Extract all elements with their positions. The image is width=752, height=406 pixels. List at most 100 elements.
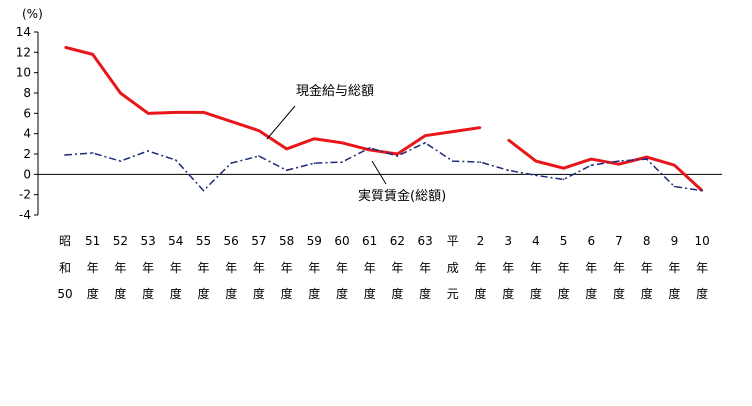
x-tick-label: 昭和 50: [57, 234, 72, 301]
y-tick-label: -4: [19, 208, 31, 222]
x-tick-label-part: 度: [364, 286, 376, 301]
point-real-wages: [258, 155, 260, 157]
point-nominal-wages: [590, 158, 593, 160]
point-nominal-wages: [368, 149, 371, 151]
axes: [34, 31, 722, 216]
x-tick-label-part: 成: [447, 261, 459, 275]
x-tick-label-part: 5: [560, 234, 568, 248]
x-tick-label-part: 年: [585, 261, 597, 275]
point-nominal-wages: [285, 148, 288, 150]
x-tick-label-part: 年: [281, 261, 293, 275]
y-tick-label: 8: [23, 86, 31, 100]
y-tick-label: 4: [23, 127, 31, 141]
x-tick-label-part: 度: [696, 286, 708, 301]
y-tick-label: 0: [23, 167, 31, 181]
point-real-wages: [645, 158, 648, 160]
point-nominal-wages: [202, 111, 205, 114]
point-real-wages: [452, 160, 454, 162]
point-nominal-wages: [147, 112, 149, 115]
x-tick-label-part: 昭: [59, 234, 71, 248]
x-tick-label-part: 年: [696, 261, 708, 275]
y-tick-label: 12: [16, 45, 31, 59]
x-tick-label-part: 度: [585, 286, 597, 301]
x-tick-label: 9 年度: [668, 234, 680, 301]
x-tick-label: 8 年度: [641, 234, 653, 301]
x-tick-label-part: 60: [334, 234, 349, 248]
point-nominal-wages: [535, 160, 537, 162]
x-tick-label-part: 年: [502, 261, 514, 275]
y-tick-label: 2: [23, 147, 31, 161]
x-tick-label: 60 年度: [334, 234, 349, 301]
x-tick-label-part: 年: [170, 261, 182, 275]
point-nominal-wages: [91, 53, 94, 56]
x-tick-label-part: 9: [671, 234, 679, 248]
x-tick-label-part: 年: [530, 261, 542, 275]
point-real-wages: [230, 162, 232, 164]
x-tick-label-part: 年: [87, 261, 99, 275]
x-tick-label-part: 62: [390, 234, 405, 248]
x-tick-label-part: 度: [668, 286, 680, 301]
x-tick-label: 58 年度: [279, 234, 294, 301]
x-tick-label-part: 度: [474, 286, 486, 301]
point-nominal-wages: [341, 142, 343, 144]
annotation-leader-nominal: [266, 105, 296, 140]
x-tick-label-part: 58: [279, 234, 294, 248]
series-line-real-wages: [64, 141, 703, 192]
x-tick-label: 7 年度: [613, 234, 625, 301]
x-tick-label: 57 年度: [251, 234, 266, 301]
series-line-nominal-wages-part2: [507, 138, 704, 192]
x-tick-label-part: 7: [615, 234, 623, 248]
point-nominal-wages: [396, 153, 399, 155]
x-tick-label-part: 54: [168, 234, 183, 248]
x-tick-label-part: 度: [558, 286, 570, 301]
point-nominal-wages: [313, 137, 316, 140]
y-tick-label: 6: [23, 106, 31, 120]
point-real-wages: [91, 152, 94, 154]
point-real-wages: [396, 155, 399, 157]
point-real-wages: [562, 178, 565, 181]
point-nominal-wages: [562, 167, 565, 170]
x-tick-label-part: 56: [224, 234, 239, 248]
x-tick-label-part: 度: [502, 286, 514, 301]
point-nominal-wages: [507, 138, 510, 141]
x-tick-label-part: 年: [197, 261, 209, 275]
series-line-nominal-wages-part1: [64, 45, 481, 156]
x-tick-label-part: 年: [613, 261, 625, 275]
x-tick-label-part: 4: [532, 234, 540, 248]
y-tick-label: 10: [16, 66, 31, 80]
x-tick-label: 2 年度: [474, 234, 486, 301]
x-tick-label-part: 和: [59, 261, 71, 275]
x-tick-label: 6 年度: [585, 234, 597, 301]
x-tick-label-part: 度: [419, 286, 431, 301]
point-nominal-wages: [479, 126, 482, 129]
x-tick-label-part: 年: [419, 261, 431, 275]
x-tick-label: 53 年度: [140, 234, 155, 301]
x-tick-label-part: 63: [417, 234, 432, 248]
y-tick-label: -2: [19, 188, 31, 202]
x-tick-label: 52 年度: [113, 234, 128, 301]
point-real-wages: [507, 169, 510, 172]
point-nominal-wages: [618, 163, 620, 165]
x-tick-label: 55 年度: [196, 234, 211, 301]
x-tick-label: 61 年度: [362, 234, 377, 301]
point-real-wages: [147, 150, 149, 152]
point-real-wages: [119, 160, 122, 162]
x-tick-label-part: 度: [336, 286, 348, 301]
y-tick-labels: -4 -2 0 2 4 6 8 10 12 14: [16, 25, 31, 222]
x-tick-label-part: 55: [196, 234, 211, 248]
x-tick-label-part: 3: [504, 234, 512, 248]
x-tick-label-part: 度: [391, 286, 403, 301]
x-tick-label-part: 度: [87, 286, 99, 301]
point-real-wages: [673, 185, 676, 188]
x-tick-label-part: 年: [253, 261, 265, 275]
y-tick-label: 14: [16, 25, 31, 39]
x-tick-label-part: 6: [587, 234, 595, 248]
x-tick-label-part: 元: [447, 287, 459, 301]
x-tick-label-part: 年: [364, 261, 376, 275]
x-tick-label-part: 度: [613, 286, 625, 301]
point-real-wages: [535, 174, 537, 177]
point-real-wages: [285, 169, 288, 172]
point-real-wages: [313, 162, 316, 164]
x-tick-label: 59 年度: [307, 234, 322, 301]
